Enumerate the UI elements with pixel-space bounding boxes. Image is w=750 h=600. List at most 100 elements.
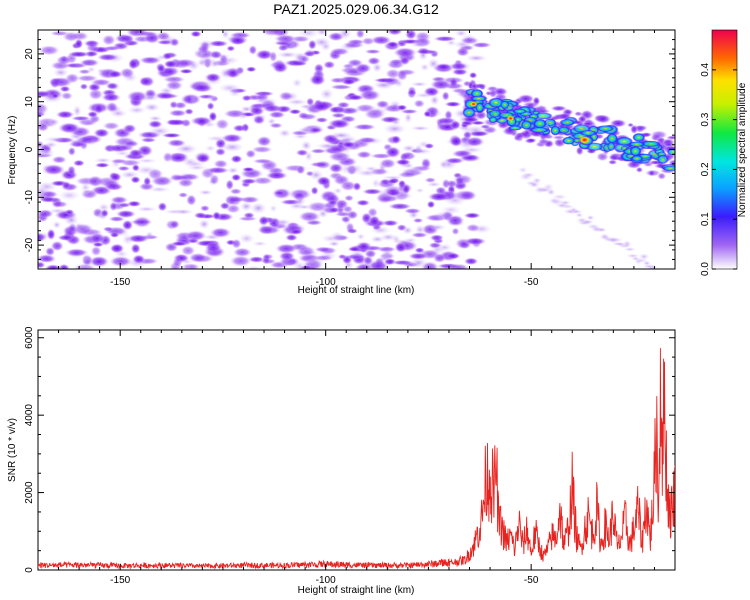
- noise-cell: [85, 42, 100, 53]
- noise-cell: [229, 255, 252, 267]
- signal-cell: [629, 145, 642, 157]
- noise-cell: [447, 263, 470, 269]
- noise-cell: [46, 118, 61, 126]
- noise-cell: [89, 232, 106, 244]
- noise-cell: [205, 166, 230, 174]
- noise-cell: [362, 188, 383, 195]
- noise-cell: [357, 136, 377, 144]
- noise-cell: [209, 50, 223, 60]
- faint-trace-cell: [581, 219, 594, 224]
- noise-cell: [460, 36, 480, 45]
- noise-cell: [445, 252, 461, 260]
- noise-cell: [237, 114, 249, 120]
- noise-cell: [414, 247, 425, 254]
- y-tick-label: 20: [24, 48, 35, 60]
- noise-cell: [156, 39, 174, 45]
- noise-cell: [310, 186, 319, 196]
- signal-peak-cell: [506, 115, 515, 122]
- faint-trace-cell: [551, 193, 568, 200]
- noise-cell: [189, 94, 198, 104]
- noise-cell: [345, 222, 355, 234]
- faint-trace-cell: [586, 215, 595, 221]
- noise-cell: [386, 178, 399, 185]
- noise-cell: [379, 158, 397, 169]
- signal-halo-cell: [552, 135, 566, 140]
- noise-cell: [429, 94, 440, 106]
- noise-cell: [453, 174, 473, 185]
- signal-cell: [606, 132, 618, 144]
- noise-cell: [380, 175, 405, 181]
- noise-cell: [41, 164, 66, 176]
- noise-cell: [386, 30, 403, 36]
- noise-cell: [386, 59, 405, 70]
- noise-cell: [320, 234, 341, 243]
- faint-trace-cell: [532, 177, 542, 185]
- noise-cell: [48, 207, 68, 214]
- noise-cell: [184, 230, 207, 242]
- signal-cell: [662, 165, 675, 172]
- noise-cell: [432, 253, 447, 263]
- noise-cell: [72, 104, 82, 117]
- noise-cell: [101, 34, 116, 46]
- noise-cell: [386, 41, 400, 48]
- noise-cell: [117, 165, 131, 172]
- noise-cell: [110, 195, 129, 205]
- signal-halo-cell: [515, 132, 524, 143]
- noise-cell: [217, 56, 241, 65]
- noise-cell: [46, 228, 56, 241]
- faint-trace-cell: [662, 273, 672, 280]
- noise-cell: [444, 101, 462, 108]
- noise-cell: [162, 75, 186, 83]
- noise-cell: [288, 108, 302, 115]
- noise-cell: [393, 47, 418, 58]
- noise-cell: [276, 51, 299, 59]
- noise-cell: [38, 45, 60, 56]
- noise-cell: [291, 78, 303, 88]
- signal-cell: [512, 108, 528, 115]
- noise-cell: [135, 158, 159, 164]
- noise-cell: [396, 104, 408, 111]
- noise-cell: [93, 157, 113, 164]
- snr-x-axis-label: Height of straight line (km): [298, 585, 415, 596]
- noise-cell: [180, 245, 196, 256]
- noise-cell: [275, 243, 298, 254]
- noise-cell: [107, 70, 123, 79]
- x-tick-label: -100: [316, 575, 336, 586]
- noise-cell: [394, 242, 407, 253]
- noise-cell: [169, 37, 180, 47]
- noise-cell: [390, 119, 402, 126]
- noise-cell: [55, 110, 75, 119]
- signal-cell: [628, 141, 646, 147]
- noise-cell: [38, 105, 49, 116]
- noise-cell: [143, 102, 161, 112]
- noise-cell: [51, 200, 69, 208]
- noise-cell: [81, 254, 91, 263]
- noise-cell: [130, 243, 141, 254]
- noise-cell: [307, 39, 317, 50]
- noise-cell: [90, 245, 102, 257]
- noise-cell: [196, 55, 217, 68]
- noise-cell: [161, 66, 180, 77]
- noise-cell: [240, 178, 258, 185]
- noise-cell: [430, 79, 452, 90]
- signal-cell: [632, 132, 646, 142]
- snr-ticks: -150 -100 -50 0 2000 4000 6000: [24, 326, 676, 586]
- noise-cell: [109, 255, 133, 267]
- noise-cell: [409, 40, 428, 48]
- noise-cell: [49, 76, 73, 88]
- signal-halo-cell: [648, 170, 656, 177]
- noise-cell: [38, 145, 50, 156]
- noise-cell: [305, 170, 314, 177]
- noise-cell: [191, 83, 214, 93]
- noise-cell: [100, 209, 109, 218]
- noise-cell: [102, 179, 121, 190]
- noise-cell: [262, 253, 274, 260]
- noise-cell: [344, 194, 354, 202]
- noise-cell: [463, 212, 481, 219]
- noise-cell: [311, 100, 332, 113]
- noise-cell: [206, 93, 218, 104]
- noise-cell: [309, 73, 326, 86]
- y-tick-label: -10: [24, 190, 35, 205]
- noise-cell: [40, 190, 59, 199]
